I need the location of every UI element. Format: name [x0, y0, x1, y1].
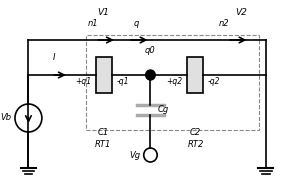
- Text: V1: V1: [97, 8, 109, 17]
- Text: -q1: -q1: [117, 77, 129, 87]
- Text: +q1: +q1: [75, 77, 91, 87]
- Bar: [86, 35, 259, 130]
- Text: C2: C2: [190, 128, 201, 137]
- Bar: [187, 57, 203, 93]
- Text: +q2: +q2: [166, 77, 182, 87]
- Text: Cg: Cg: [158, 106, 169, 114]
- Text: q: q: [133, 19, 139, 28]
- Text: I: I: [53, 53, 56, 62]
- Text: n1: n1: [87, 19, 98, 28]
- Text: Vb: Vb: [0, 114, 11, 122]
- Text: -q2: -q2: [208, 77, 221, 87]
- Text: q0: q0: [145, 46, 156, 55]
- Text: C1: C1: [98, 128, 109, 137]
- Text: V2: V2: [236, 8, 248, 17]
- Text: RT2: RT2: [187, 140, 204, 149]
- Circle shape: [146, 70, 155, 80]
- Text: n2: n2: [219, 19, 230, 28]
- Text: RT1: RT1: [95, 140, 112, 149]
- Text: Vg: Vg: [130, 151, 141, 159]
- Bar: [96, 57, 112, 93]
